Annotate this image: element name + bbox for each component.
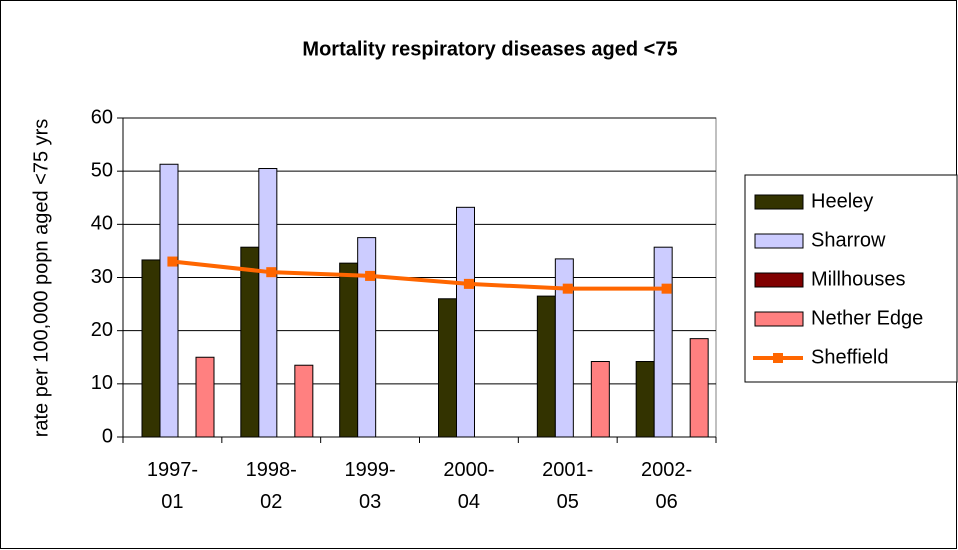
legend-swatch [754,233,804,249]
y-tick-label: 40 [91,213,113,235]
legend-label: Heeley [811,190,873,212]
line-series [172,259,667,291]
bar [635,361,655,438]
bar [258,168,278,438]
y-tick-label: 60 [91,106,113,128]
bar [438,298,457,438]
bar [689,338,709,438]
line-marker [167,256,178,267]
legend-marker [773,353,783,363]
legend-label: Nether Edge [811,307,923,329]
bar [357,237,377,438]
line-marker [562,283,573,294]
legend-swatch [754,311,804,327]
legend-swatch [754,272,804,288]
line-marker [266,267,277,278]
chart-title: Mortality respiratory diseases aged <75 [302,38,677,60]
bar [159,163,179,438]
bar [554,258,574,438]
y-tick-label: 10 [91,372,113,394]
y-tick-label: 0 [102,425,113,447]
bar [294,364,314,438]
legend-swatch [754,194,804,210]
x-tick-label: 2002-06 [641,459,692,513]
bar [456,206,475,438]
bar [240,246,260,438]
x-tick-label: 1997-01 [147,459,198,513]
bar [653,246,673,438]
bar [536,295,556,438]
legend-label: Sharrow [811,229,886,251]
legend-label: Sheffield [811,346,888,368]
line-marker [463,278,474,289]
x-tick-label: 2001-05 [542,459,593,513]
x-tick-label: 1998-02 [246,459,297,513]
y-tick-label: 30 [91,266,113,288]
bar [195,356,215,438]
line-marker [365,270,376,281]
x-tick-label: 1999-03 [345,459,396,513]
bar [339,262,359,438]
legend-label: Millhouses [811,268,905,290]
y-tick-label: 20 [91,319,113,341]
bar [141,259,161,438]
y-axis-label: rate per 100,000 popn aged <75 yrs [30,119,52,438]
bar [590,361,610,438]
line-marker [661,283,672,294]
y-tick-label: 50 [91,159,113,181]
x-tick-label: 2000-04 [443,459,494,513]
